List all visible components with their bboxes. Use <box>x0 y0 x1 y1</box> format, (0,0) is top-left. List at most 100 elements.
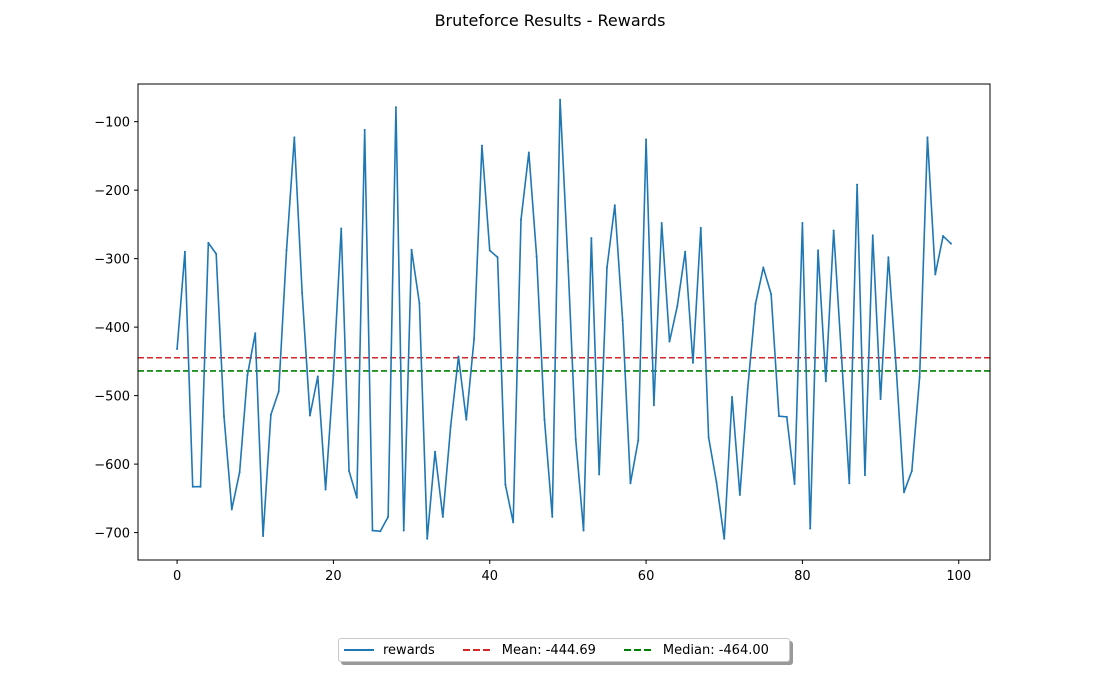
series-layer <box>176 98 952 540</box>
y-tick-label: −300 <box>94 253 130 268</box>
rewards-point <box>754 302 757 305</box>
rewards-point <box>746 387 749 390</box>
y-tick-label: −200 <box>94 184 130 199</box>
rewards-point <box>308 414 311 417</box>
legend-item-median: Median: -464.00 <box>623 642 769 658</box>
x-tick-label: 100 <box>946 569 971 584</box>
rewards-point <box>254 332 257 335</box>
rewards-point <box>856 183 859 186</box>
rewards-point <box>559 98 562 101</box>
legend-label-rewards: rewards <box>383 642 435 658</box>
rewards-point <box>949 242 952 245</box>
rewards-point <box>441 515 444 518</box>
rewards-point <box>652 404 655 407</box>
rewards-point <box>176 348 179 351</box>
rewards-point <box>535 255 538 258</box>
rewards-point <box>942 235 945 238</box>
y-axis-ticks: −100 −200 −300 −400 −500 −600 −700 <box>94 116 138 542</box>
rewards-point <box>363 128 366 131</box>
legend-label-median: Median: -464.00 <box>662 642 769 658</box>
rewards-point <box>715 480 718 483</box>
rewards-point <box>848 482 851 485</box>
rewards-point <box>293 136 296 139</box>
rewards-point <box>785 415 788 418</box>
rewards-point <box>887 256 890 259</box>
rewards-point <box>817 249 820 252</box>
rewards-point <box>707 436 710 439</box>
rewards-point <box>527 151 530 154</box>
rewards-point <box>621 319 624 322</box>
legend-swatch-mean <box>462 649 493 651</box>
rewards-point <box>645 138 648 141</box>
rewards-point <box>465 418 468 421</box>
rewards-point <box>910 469 913 472</box>
x-tick-label: 80 <box>794 569 811 584</box>
legend-item-rewards: rewards <box>344 643 435 658</box>
y-tick-label: −700 <box>94 527 130 542</box>
rewards-point <box>449 425 452 428</box>
rewards-point <box>496 256 499 259</box>
legend-label-mean: Mean: -444.69 <box>501 642 596 658</box>
y-tick-label: −100 <box>94 116 130 131</box>
rewards-point <box>332 374 335 377</box>
rewards-point <box>191 485 194 488</box>
legend-item-mean: Mean: -444.69 <box>462 642 596 658</box>
rewards-point <box>660 222 663 225</box>
x-tick-label: 0 <box>173 569 181 584</box>
rewards-point <box>738 493 741 496</box>
rewards-point <box>629 482 632 485</box>
rewards-point <box>566 260 569 263</box>
rewards-point <box>316 375 319 378</box>
rewards-point <box>832 229 835 232</box>
rewards-point <box>879 398 882 401</box>
rewards-point <box>230 508 233 511</box>
rewards-point <box>199 485 202 488</box>
rewards-point <box>480 144 483 147</box>
rewards-point <box>410 248 413 251</box>
rewards-point <box>895 367 898 370</box>
rewards-point <box>934 273 937 276</box>
rewards-point <box>551 515 554 518</box>
rewards-point <box>699 226 702 229</box>
rewards-point <box>723 537 726 540</box>
rewards-point <box>512 521 515 524</box>
rewards-point <box>731 395 734 398</box>
rewards-point <box>543 418 546 421</box>
rewards-point <box>418 302 421 305</box>
rewards-point <box>809 527 812 530</box>
rewards-point <box>402 529 405 532</box>
rewards-point <box>324 488 327 491</box>
rewards-point <box>246 374 249 377</box>
rewards-point <box>777 415 780 418</box>
rewards-point <box>434 450 437 453</box>
rewards-series-line <box>176 98 952 540</box>
rewards-point <box>285 249 288 252</box>
rewards-point <box>269 413 272 416</box>
rewards-point <box>520 218 523 221</box>
rewards-point <box>574 438 577 441</box>
rewards-point <box>488 249 491 252</box>
rewards-point <box>871 234 874 237</box>
rewards-point <box>824 380 827 383</box>
rewards-point <box>394 106 397 109</box>
rewards-point <box>801 222 804 225</box>
rewards-point <box>379 530 382 533</box>
rewards-point <box>215 252 218 255</box>
y-tick-label: −400 <box>94 321 130 336</box>
rewards-point <box>238 471 241 474</box>
rewards-point <box>277 390 280 393</box>
rewards-point <box>840 354 843 357</box>
rewards-point <box>387 515 390 518</box>
reference-lines <box>138 356 990 372</box>
rewards-point <box>371 529 374 532</box>
rewards-point <box>222 415 225 418</box>
chart-title: Bruteforce Results - Rewards <box>434 11 666 30</box>
chart-legend: rewards Mean: -444.69 Median: -464.00 <box>338 638 790 662</box>
rewards-point <box>473 337 476 340</box>
rewards-point <box>668 340 671 343</box>
rewards-points <box>176 98 952 540</box>
rewards-point <box>770 293 773 296</box>
y-tick-label: −500 <box>94 390 130 405</box>
rewards-point <box>590 237 593 240</box>
